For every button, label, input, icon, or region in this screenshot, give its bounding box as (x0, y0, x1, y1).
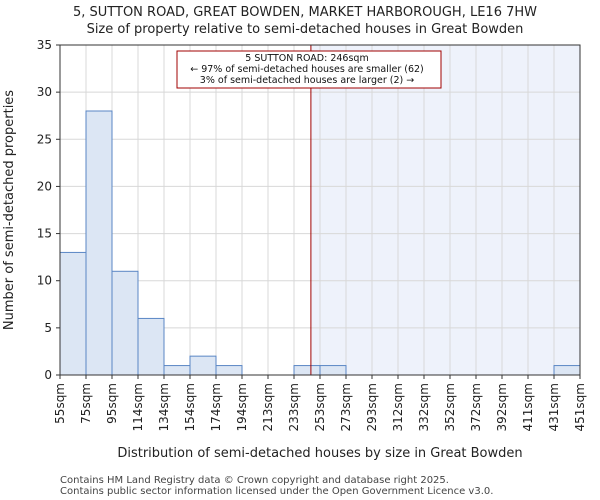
annotation-line-2: ← 97% of semi-detached houses are smalle… (190, 64, 424, 75)
bar-233sqm (293, 365, 321, 376)
larger-houses-region (310, 45, 580, 375)
annotation-frame (176, 50, 442, 89)
y-tick-label: 20 (37, 179, 52, 193)
annotation-box: 5 SUTTON ROAD: 246sqm ← 97% of semi-deta… (176, 50, 442, 89)
x-tick-label: 312sqm (391, 383, 405, 431)
y-axis-label: Number of semi-detached properties (2, 90, 17, 330)
chart-title: 5, SUTTON ROAD, GREAT BOWDEN, MARKET HAR… (73, 5, 537, 20)
bar-114sqm (137, 317, 165, 376)
bar-134sqm (163, 365, 191, 376)
x-tick-label: 411sqm (521, 383, 535, 431)
y-tick-label: 30 (37, 85, 52, 99)
y-tick-label: 15 (37, 227, 52, 241)
bar-55sqm (59, 251, 87, 376)
x-tick-label: 233sqm (287, 383, 301, 431)
bar-431sqm (553, 365, 581, 376)
x-tick-label: 332sqm (417, 383, 431, 431)
footer-line-2: Contains public sector information licen… (60, 486, 493, 497)
x-tick-label: 154sqm (183, 383, 197, 431)
x-tick-label: 253sqm (313, 383, 327, 431)
bars (59, 110, 581, 376)
x-tick-label: 174sqm (209, 383, 223, 431)
x-tick-label: 293sqm (365, 383, 379, 431)
x-axis-label: Distribution of semi-detached houses by … (117, 446, 522, 461)
bar-95sqm (111, 270, 139, 376)
x-tick-label: 75sqm (79, 383, 93, 424)
x-tick-label: 431sqm (547, 383, 561, 431)
y-tick-label: 0 (44, 368, 52, 382)
x-tick-label: 352sqm (443, 383, 457, 431)
y-tick-label: 5 (44, 321, 52, 335)
x-tick-label: 372sqm (469, 383, 483, 431)
footer-line-1: Contains HM Land Registry data © Crown c… (60, 475, 449, 486)
annotation-line-1: 5 SUTTON ROAD: 246sqm (245, 53, 368, 64)
x-tick-label: 392sqm (495, 383, 509, 431)
y-axis-ticks: 0 5 10 15 20 25 30 35 (37, 38, 60, 382)
x-tick-label: 134sqm (157, 383, 171, 431)
x-tick-label: 95sqm (105, 383, 119, 424)
bar-174sqm (215, 365, 243, 376)
annotation-line-3: 3% of semi-detached houses are larger (2… (200, 75, 414, 86)
y-tick-label: 35 (37, 38, 52, 52)
bar-75sqm (85, 110, 113, 376)
x-tick-label: 213sqm (261, 383, 275, 431)
x-axis-ticks: 55sqm 75sqm 95sqm 114sqm 134sqm 154sqm 174sqm 1… (53, 375, 587, 431)
y-tick-label: 25 (37, 132, 52, 146)
chart-subtitle: Size of property relative to semi-detach… (87, 22, 524, 37)
x-tick-label: 114sqm (131, 383, 145, 431)
bar-154sqm (189, 355, 217, 376)
bar-253sqm (319, 365, 347, 376)
plot-area: 0 5 10 15 20 25 30 35 55sqm 75sqm 95sqm 114sqm 134s… (37, 38, 587, 431)
x-tick-label: 194sqm (235, 383, 249, 431)
x-tick-label: 451sqm (573, 383, 587, 431)
y-tick-label: 10 (37, 274, 52, 288)
x-tick-label: 273sqm (339, 383, 353, 431)
x-tick-label: 55sqm (53, 383, 67, 424)
